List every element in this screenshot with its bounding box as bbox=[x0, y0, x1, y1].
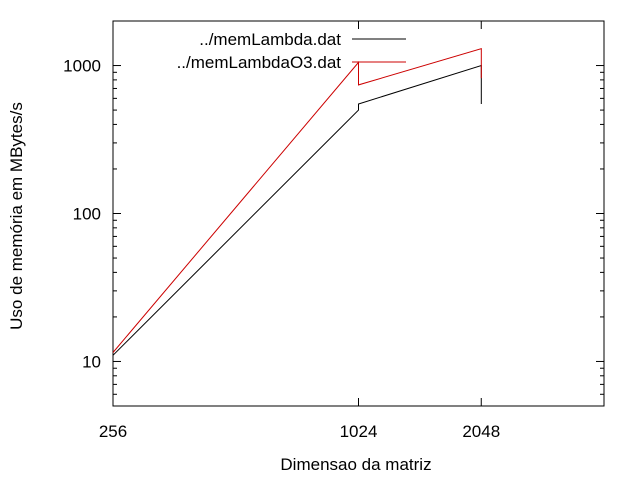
series-lines bbox=[112, 48, 482, 356]
y-tick-label: 100 bbox=[73, 205, 101, 224]
y-axis-title: Uso de memória em MBytes/s bbox=[7, 102, 26, 330]
y-tick-label: 1000 bbox=[63, 57, 101, 76]
x-axis-title: Dimensao da matriz bbox=[280, 455, 431, 474]
legend-label-1: ../memLambda.dat bbox=[199, 30, 341, 49]
y-minor-ticks bbox=[113, 20, 604, 407]
x-tick-label: 1024 bbox=[340, 422, 378, 441]
legend: ../memLambda.dat ../memLambdaO3.dat bbox=[177, 30, 406, 72]
series-line-1 bbox=[112, 64, 482, 356]
x-tick-label: 256 bbox=[99, 422, 127, 441]
x-tick-label: 2048 bbox=[462, 422, 500, 441]
series-line-2 bbox=[112, 48, 482, 353]
y-major-ticks: 10 100 1000 bbox=[63, 57, 604, 371]
legend-label-2: ../memLambdaO3.dat bbox=[177, 53, 342, 72]
y-tick-label: 10 bbox=[82, 352, 101, 371]
x-ticks: 256 1024 2048 bbox=[99, 21, 500, 441]
